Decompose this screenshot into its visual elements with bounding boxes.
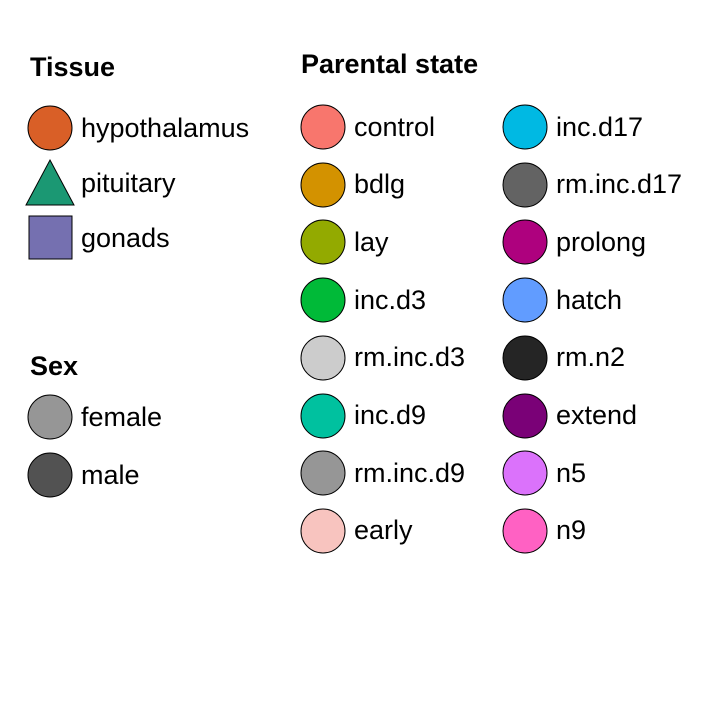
parental-state-legend-item-lay: lay xyxy=(297,217,389,267)
legend-item-label: n5 xyxy=(556,457,587,488)
tissue-legend-item-pituitary: pituitary xyxy=(24,158,176,208)
parental-state-legend-item-control: control xyxy=(297,102,435,152)
circle-key-icon xyxy=(297,217,349,267)
circle-key-icon xyxy=(297,391,349,441)
legend-item-label: inc.d9 xyxy=(354,400,427,430)
legend-item-label: bdlg xyxy=(354,169,406,200)
legend-item-label: prolong xyxy=(556,226,647,257)
tissue-legend-item-gonads: gonads xyxy=(24,213,170,263)
parental-state-legend-item-bdlg: bdlg xyxy=(297,160,405,210)
legend-item-label: hatch xyxy=(556,284,623,315)
circle-key-icon xyxy=(499,333,551,383)
circle-key-icon xyxy=(499,275,551,325)
triangle-key-icon xyxy=(24,158,76,208)
circle-key-icon xyxy=(24,103,76,153)
circle-key-icon xyxy=(297,506,349,556)
parental-state-legend-item-inc-d3: inc.d3 xyxy=(297,275,426,325)
parental-state-legend-item-n9: n9 xyxy=(499,506,586,556)
circle-key-icon xyxy=(297,333,349,383)
square-key-icon xyxy=(24,213,76,263)
parental-state-legend-item-extend: extend xyxy=(499,391,637,441)
circle-key-icon xyxy=(499,160,551,210)
legend-item-label: pituitary xyxy=(81,167,176,198)
legend-item-label: male xyxy=(81,459,140,490)
circle-key-icon xyxy=(499,448,551,498)
legend-item-label: n9 xyxy=(556,515,587,546)
legend-item-label: rm.inc.d3 xyxy=(354,342,466,373)
circle-key-icon xyxy=(499,217,551,267)
circle-key-icon xyxy=(297,275,349,325)
circle-key-icon xyxy=(24,392,76,442)
legend-item-label: rm.inc.d17 xyxy=(556,169,683,200)
circle-key-icon xyxy=(297,448,349,498)
parental-state-legend-item-rm-inc-d17: rm.inc.d17 xyxy=(499,160,682,210)
parental-state-legend-item-inc-d9: inc.d9 xyxy=(297,391,426,441)
legend-item-label: female xyxy=(81,401,163,432)
legend-item-label: control xyxy=(354,111,436,142)
legend-item-label: inc.d3 xyxy=(354,284,427,315)
sex-legend-title: Sex xyxy=(30,351,79,381)
legend-item-label: gonads xyxy=(81,222,170,253)
circle-key-icon xyxy=(499,391,551,441)
parental-state-legend-item-rm-inc-d9: rm.inc.d9 xyxy=(297,448,465,498)
sex-legend-item-female: female xyxy=(24,392,162,442)
parental-state-legend-item-hatch: hatch xyxy=(499,275,622,325)
circle-key-icon xyxy=(297,160,349,210)
circle-key-icon xyxy=(499,506,551,556)
legend-item-label: extend xyxy=(556,400,638,430)
parental-state-legend-title: Parental state xyxy=(301,49,479,79)
legend-item-label: hypothalamus xyxy=(81,112,250,143)
legend-item-label: early xyxy=(354,515,413,546)
legend-item-label: rm.inc.d9 xyxy=(354,457,466,488)
circle-key-icon xyxy=(499,102,551,152)
parental-state-legend-item-rm-n2: rm.n2 xyxy=(499,333,625,383)
legend-item-label: rm.n2 xyxy=(556,342,626,373)
parental-state-legend-item-prolong: prolong xyxy=(499,217,646,267)
parental-state-legend-item-n5: n5 xyxy=(499,448,586,498)
sex-legend-item-male: male xyxy=(24,450,140,500)
parental-state-legend-item-inc-d17: inc.d17 xyxy=(499,102,643,152)
tissue-legend-item-hypothalamus: hypothalamus xyxy=(24,103,249,153)
parental-state-legend-item-rm-inc-d3: rm.inc.d3 xyxy=(297,333,465,383)
legend-item-label: inc.d17 xyxy=(556,111,644,142)
legend-item-label: lay xyxy=(354,226,389,257)
circle-key-icon xyxy=(24,450,76,500)
parental-state-legend-item-early: early xyxy=(297,506,413,556)
tissue-legend-title: Tissue xyxy=(30,52,116,82)
circle-key-icon xyxy=(297,102,349,152)
